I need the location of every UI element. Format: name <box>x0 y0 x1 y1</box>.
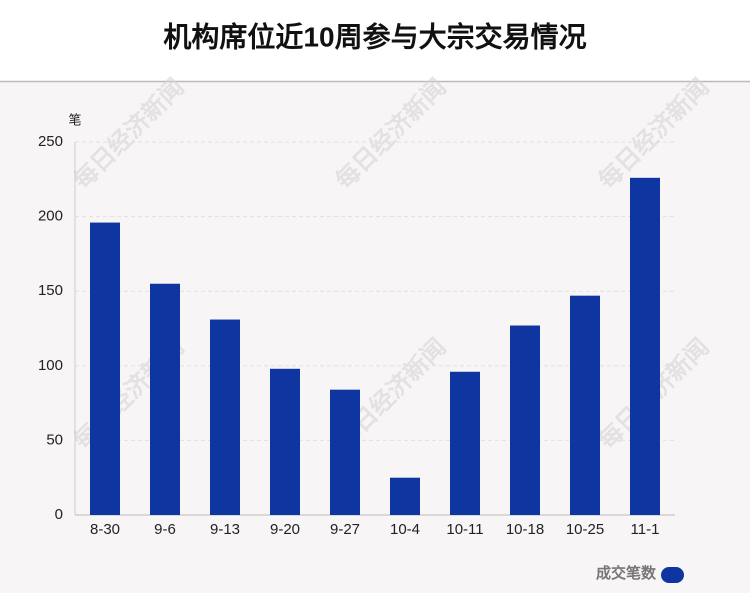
x-tick-label: 10-18 <box>506 521 544 538</box>
y-tick-label: 100 <box>38 357 63 374</box>
bar <box>510 325 540 515</box>
x-tick-label: 9-6 <box>154 521 176 538</box>
bar <box>330 389 360 515</box>
y-axis-unit: 笔 <box>68 112 81 127</box>
chart-title: 机构席位近10周参与大宗交易情况 <box>163 20 586 52</box>
x-tick-label: 8-30 <box>90 521 120 538</box>
legend-label: 成交笔数 <box>596 564 657 582</box>
bar <box>390 477 420 515</box>
bar <box>450 371 480 515</box>
x-tick-label: 9-20 <box>270 521 300 538</box>
y-tick-label: 250 <box>38 133 63 150</box>
watermark: 每日经济新闻 <box>68 73 190 195</box>
x-tick-label: 9-13 <box>210 521 240 538</box>
bar <box>570 295 600 515</box>
x-tick-label: 10-11 <box>446 521 483 538</box>
x-tick-label: 10-25 <box>566 521 604 538</box>
y-tick-label: 50 <box>46 431 63 448</box>
watermark: 每日经济新闻 <box>593 73 715 195</box>
header-bg <box>0 0 750 81</box>
legend-swatch <box>661 567 684 583</box>
watermark: 每日经济新闻 <box>330 73 452 195</box>
x-tick-label: 10-4 <box>390 521 420 538</box>
bar <box>630 177 660 516</box>
y-tick-label: 200 <box>38 208 63 225</box>
x-tick-label: 11-1 <box>631 521 660 538</box>
y-tick-label: 150 <box>38 282 63 299</box>
y-tick-label: 0 <box>55 506 63 523</box>
bar <box>210 319 240 515</box>
x-tick-label: 9-27 <box>330 521 360 538</box>
bar <box>90 222 120 515</box>
bar <box>150 283 180 515</box>
bar <box>270 368 300 515</box>
